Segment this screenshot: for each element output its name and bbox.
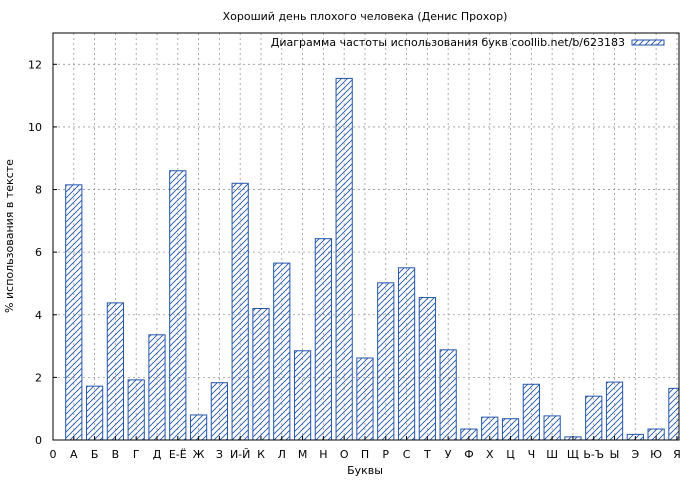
bar-Т [418, 297, 436, 441]
x-tick-label: Б [91, 448, 99, 461]
x-tick-label: Щ [567, 448, 579, 461]
x-tick-label: Ч [528, 448, 536, 461]
bar-А [65, 184, 83, 441]
bar-В [106, 302, 125, 441]
x-tick-label: Ф [464, 448, 473, 461]
x-tick-label: Э [631, 448, 639, 461]
bar-Р [377, 282, 395, 441]
bar-Ч [522, 383, 540, 441]
bar-Н [314, 238, 332, 441]
x-tick-label: Н [319, 448, 327, 461]
x-tick-label: О [340, 448, 349, 461]
y-tick-label: 0 [35, 434, 42, 447]
x-tick-label: М [298, 448, 308, 461]
bar-К [252, 308, 270, 441]
legend: Диаграмма частоты использования букв coo… [271, 36, 665, 49]
bar-О [335, 77, 353, 441]
x-axis-label: Буквы [347, 464, 383, 477]
bar-И-Й [231, 182, 249, 441]
bar-Ы [605, 381, 624, 441]
x-tick-label: Д [153, 448, 162, 461]
x-tick-label: 0 [50, 448, 57, 461]
x-tick-label: П [361, 448, 369, 461]
bar-Е-Ё [169, 170, 187, 441]
x-tick-label: К [257, 448, 265, 461]
x-tick-label: З [216, 448, 223, 461]
bar-Д [148, 334, 166, 441]
x-ticks: 0 А Б В Г Д Е-Ё Ж З И-Й К Л М Н О П Р С Т У Ф Х Ц Ч Ш Щ Ь-Ъ Ы Э Ю Я [50, 436, 681, 461]
grid [53, 33, 679, 440]
legend-text: Диаграмма частоты использования букв coo… [271, 36, 625, 49]
x-tick-label: У [445, 448, 452, 461]
bar-Ь-Ъ [585, 395, 603, 441]
y-tick-label: 4 [35, 309, 42, 322]
y-tick-label: 12 [28, 58, 42, 71]
x-tick-label: А [70, 448, 78, 461]
bar-Я [668, 387, 680, 441]
x-tick-label: Ы [610, 448, 620, 461]
x-tick-label: Т [423, 448, 431, 461]
y-axis-label: % использования в тексте [3, 159, 16, 313]
bar-С [397, 267, 416, 441]
y-tick-label: 2 [35, 371, 42, 384]
bar-Б [85, 385, 104, 441]
x-tick-label: Е-Ё [169, 448, 187, 461]
x-tick-label: Ю [650, 448, 662, 461]
bar-Г [127, 379, 145, 441]
x-tick-label: Ш [546, 448, 558, 461]
x-tick-label: Л [278, 448, 286, 461]
y-tick-label: 8 [35, 184, 42, 197]
x-tick-label: Ь-Ъ [583, 448, 604, 461]
x-tick-label: Ж [193, 448, 205, 461]
bar-У [439, 349, 457, 441]
bar-П [356, 357, 374, 441]
legend-swatch [631, 39, 665, 46]
bar-З [210, 382, 228, 441]
y-ticks: 0 2 4 6 8 10 12 [28, 58, 57, 447]
x-tick-label: С [403, 448, 411, 461]
bar-Л [273, 262, 291, 441]
y-tick-label: 6 [35, 246, 42, 259]
bar-М [293, 350, 312, 441]
plot-frame [52, 32, 680, 441]
chart-title: Хороший день плохого человека (Денис Про… [223, 10, 508, 23]
x-tick-label: И-Й [230, 448, 250, 461]
y-tick-label: 10 [28, 121, 42, 134]
x-tick-label: Ц [506, 448, 515, 461]
x-tick-label: Р [382, 448, 389, 461]
x-tick-label: Г [133, 448, 140, 461]
x-tick-label: Я [673, 448, 681, 461]
x-tick-label: В [112, 448, 120, 461]
bars [65, 77, 680, 441]
x-tick-label: Х [486, 448, 494, 461]
